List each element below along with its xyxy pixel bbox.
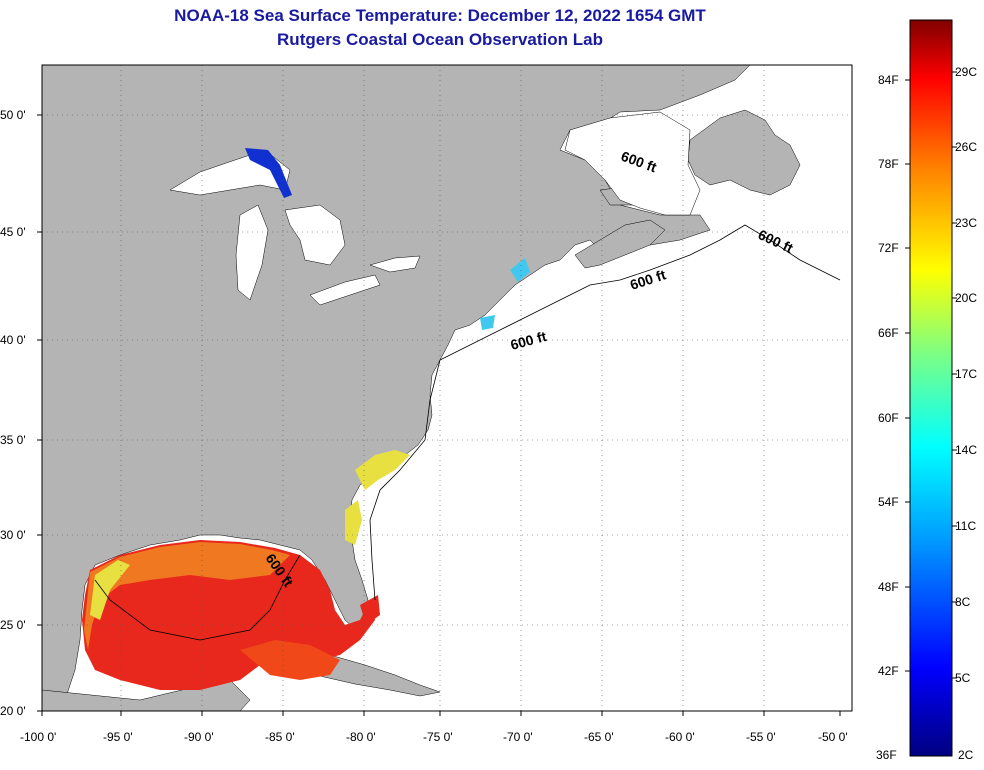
sst-gulf-coastal-warm <box>84 542 290 650</box>
colorbar-f-60: 60F <box>878 411 899 425</box>
lake-erie <box>309 274 381 306</box>
lon-label-75: -75 0' <box>423 730 453 744</box>
lat-label-35: 35 0' <box>0 433 26 447</box>
colorbar-c-11: 11C <box>955 519 977 533</box>
lake-superior-cold <box>245 148 292 198</box>
sst-gulf-nearshore <box>90 560 130 620</box>
lat-label-40: 40 0' <box>0 333 26 347</box>
lon-label-70: -70 0' <box>503 730 533 744</box>
colorbar-c-14: 14C <box>955 443 978 457</box>
lake-ontario <box>369 255 421 273</box>
contour-600ft <box>94 224 841 641</box>
colorbar-ticks <box>905 71 957 679</box>
colorbar-f-54: 54F <box>878 495 899 509</box>
map-title: NOAA-18 Sea Surface Temperature: Decembe… <box>174 6 706 25</box>
colorbar-c-5: 5C <box>955 671 971 685</box>
lon-label-65: -65 0' <box>584 730 614 744</box>
lat-label-50: 50 0' <box>0 108 26 122</box>
map-frame <box>41 64 853 712</box>
lon-label-100: -100 0' <box>20 730 57 744</box>
lat-label-20: 20 0' <box>0 704 26 718</box>
colorbar-c-23: 23C <box>955 216 978 230</box>
colorbar-c-20: 20C <box>955 291 978 305</box>
colorbar-f-84: 84F <box>878 73 899 87</box>
sst-caribbean <box>240 640 340 680</box>
colorbar-f-36: 36F <box>876 748 897 762</box>
lon-label-95: -95 0' <box>103 730 133 744</box>
lat-label-45: 45 0' <box>0 225 26 239</box>
colorbar-f-72: 72F <box>878 241 899 255</box>
colorbar-c-2: 2C <box>958 748 974 762</box>
colorbar-f-42: 42F <box>878 664 899 678</box>
land-newfoundland <box>687 109 801 196</box>
lon-label-80: -80 0' <box>346 730 376 744</box>
sst-bahamas <box>360 595 380 625</box>
map-subtitle: Rutgers Coastal Ocean Observation Lab <box>277 30 603 49</box>
sst-long-island <box>480 315 495 330</box>
sst-florida-east <box>345 500 362 545</box>
colorbar-c-29: 29C <box>955 65 978 79</box>
lon-label-55: -55 0' <box>746 730 776 744</box>
colorbar-f-48: 48F <box>878 580 899 594</box>
lon-label-85: -85 0' <box>265 730 295 744</box>
gulf-st-lawrence <box>564 111 701 216</box>
lake-huron <box>284 204 346 266</box>
lat-label-30: 30 0' <box>0 528 26 542</box>
colorbar-c-17: 17C <box>955 367 978 381</box>
colorbar-f-78: 78F <box>878 157 899 171</box>
colorbar-c-26: 26C <box>955 140 978 154</box>
lat-label-25: 25 0' <box>0 618 26 632</box>
lon-label-50: -50 0' <box>818 730 848 744</box>
sst-atlantic-coast <box>355 450 410 490</box>
land-north-america <box>42 65 751 711</box>
map-grid <box>42 65 852 711</box>
lon-label-60: -60 0' <box>665 730 695 744</box>
lake-michigan <box>235 204 269 301</box>
sst-cape-cod-cold <box>510 258 530 282</box>
colorbar-c-8: 8C <box>955 595 971 609</box>
axis-ticks <box>37 114 841 716</box>
colorbar <box>909 19 953 757</box>
lon-label-90: -90 0' <box>184 730 214 744</box>
colorbar-f-66: 66F <box>878 326 899 340</box>
